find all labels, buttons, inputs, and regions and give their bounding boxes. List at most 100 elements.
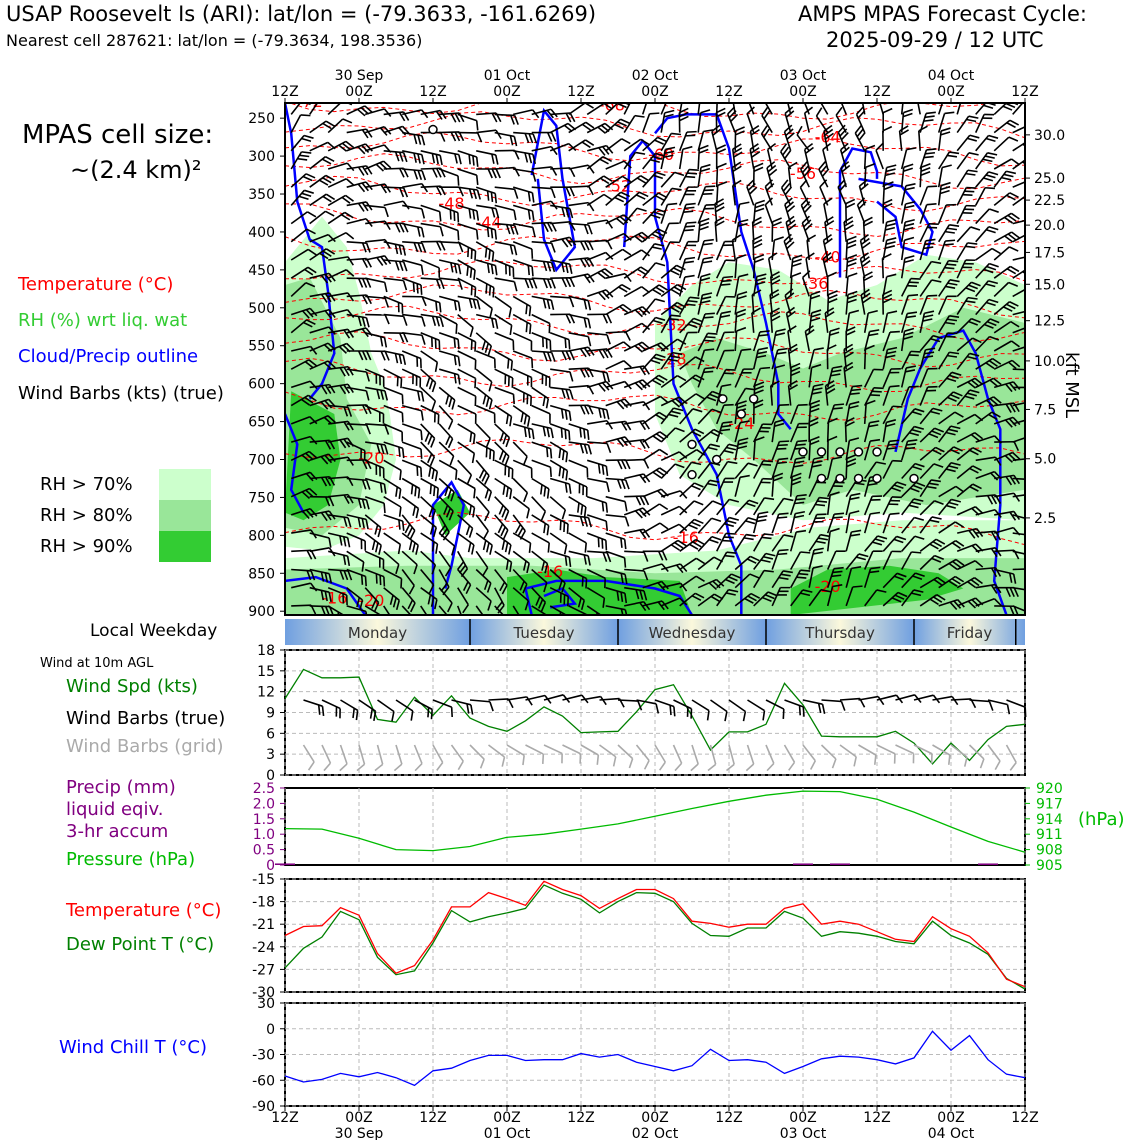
isotherm-line <box>285 305 1025 342</box>
wind-barb <box>401 569 415 595</box>
bottom-time-tick: 00Z <box>345 1110 372 1126</box>
wind-barb <box>531 368 551 388</box>
weekday-cell <box>618 619 766 645</box>
surface-wind-barb-grid <box>1005 744 1017 771</box>
wind-barb <box>531 496 547 521</box>
wind-barb <box>494 313 513 336</box>
wind-barb <box>402 313 426 327</box>
wind-barb <box>697 332 718 352</box>
wind-barb <box>956 242 978 261</box>
precip-label-3: 3-hr accum <box>66 821 169 842</box>
temperature-line <box>284 880 1026 988</box>
wind-barb <box>919 385 938 406</box>
surface-wind-barb-true <box>358 699 377 722</box>
wind-barb <box>327 118 353 134</box>
top-time-tick: 00Z <box>493 84 520 100</box>
wind-barb <box>346 477 371 490</box>
wind-barb <box>531 441 553 459</box>
cross-section-axes: 250 300 350 400 450 500 550 600 650 700 750 800 850 9… <box>248 102 1065 620</box>
wind-barb <box>800 197 812 224</box>
wind-barb <box>881 253 892 279</box>
wind-barb <box>457 222 479 240</box>
wind-barb <box>863 386 884 406</box>
wind-barb <box>586 289 614 301</box>
wind-barb <box>475 459 490 485</box>
wind-barb <box>346 550 365 572</box>
wind-barb <box>808 513 827 534</box>
wind-barb <box>956 152 979 170</box>
wind-barb <box>835 106 847 134</box>
wind-barb <box>365 332 388 348</box>
surface-wind-barb-true <box>377 699 395 722</box>
surface-wind-barb-grid <box>913 744 933 764</box>
wind-barb <box>882 289 893 315</box>
wind-barb <box>568 568 588 589</box>
wind-barb <box>993 265 1020 279</box>
wind-barb <box>512 350 534 369</box>
wind-barb <box>882 218 897 242</box>
wind-barb <box>550 295 575 308</box>
wind-barb <box>309 120 335 134</box>
wind-barb <box>587 477 610 493</box>
wind-barb <box>549 568 566 593</box>
wind-barb <box>568 139 595 152</box>
wind-barb <box>753 569 774 589</box>
wind-barb <box>993 158 1020 170</box>
wind-barb <box>420 532 439 554</box>
wind-barb <box>901 589 924 607</box>
pressure-tick-label: 700 <box>248 453 275 469</box>
pressure-tick-label: 600 <box>248 377 275 393</box>
wind-barb <box>439 112 465 123</box>
wind-barb <box>309 233 336 243</box>
wind-barb <box>678 274 695 297</box>
wind-barb <box>586 193 613 207</box>
wind-barb <box>975 318 1000 334</box>
surface-wind-barb-true <box>506 696 533 706</box>
wind-barb <box>401 496 420 519</box>
wind-barb <box>420 259 441 278</box>
wind-barb <box>975 208 999 225</box>
wind-barb <box>845 566 862 588</box>
wind-barb <box>401 259 424 276</box>
wind-barb <box>494 113 519 125</box>
wind-barb <box>789 472 802 497</box>
wind-barb <box>843 361 854 388</box>
wind-barb <box>642 284 668 298</box>
wind-barb <box>994 605 1019 615</box>
wind-barb <box>605 191 631 207</box>
wind-barb <box>800 161 812 188</box>
wind-barb <box>1012 217 1025 225</box>
pressure-tick-label: 550 <box>248 339 275 355</box>
wind-barb <box>624 458 650 469</box>
wind-barb <box>780 143 792 170</box>
y-tick-label: -21 <box>252 917 275 933</box>
wind-barb <box>919 576 946 589</box>
wind-barb <box>826 584 843 607</box>
wind-barb <box>457 496 476 518</box>
wind-barb <box>327 342 355 354</box>
wind-barb <box>734 387 756 407</box>
wind-barb <box>752 366 771 388</box>
wind-barb <box>715 144 727 169</box>
wind-barb <box>587 239 613 250</box>
wind-barb <box>767 252 778 279</box>
wind-barb <box>494 259 515 278</box>
wind-barb <box>309 398 336 410</box>
wind-barb <box>383 368 403 389</box>
wind-barb <box>679 408 703 425</box>
cell-size-label: MPAS cell size: <box>22 120 214 150</box>
wind-barb <box>513 150 537 165</box>
wind-barb <box>938 558 965 571</box>
wind-barb <box>550 350 575 361</box>
surface-wind-barb-true <box>414 699 433 720</box>
wind-barb <box>863 438 881 461</box>
wind-barb <box>817 103 829 115</box>
wind-barb <box>439 259 462 275</box>
wind-barb <box>346 350 372 361</box>
wind-barb <box>438 587 453 613</box>
wind-barb <box>438 168 460 186</box>
wind-barb <box>328 493 354 504</box>
wind-barb <box>605 341 632 352</box>
wind-barb <box>512 295 532 317</box>
